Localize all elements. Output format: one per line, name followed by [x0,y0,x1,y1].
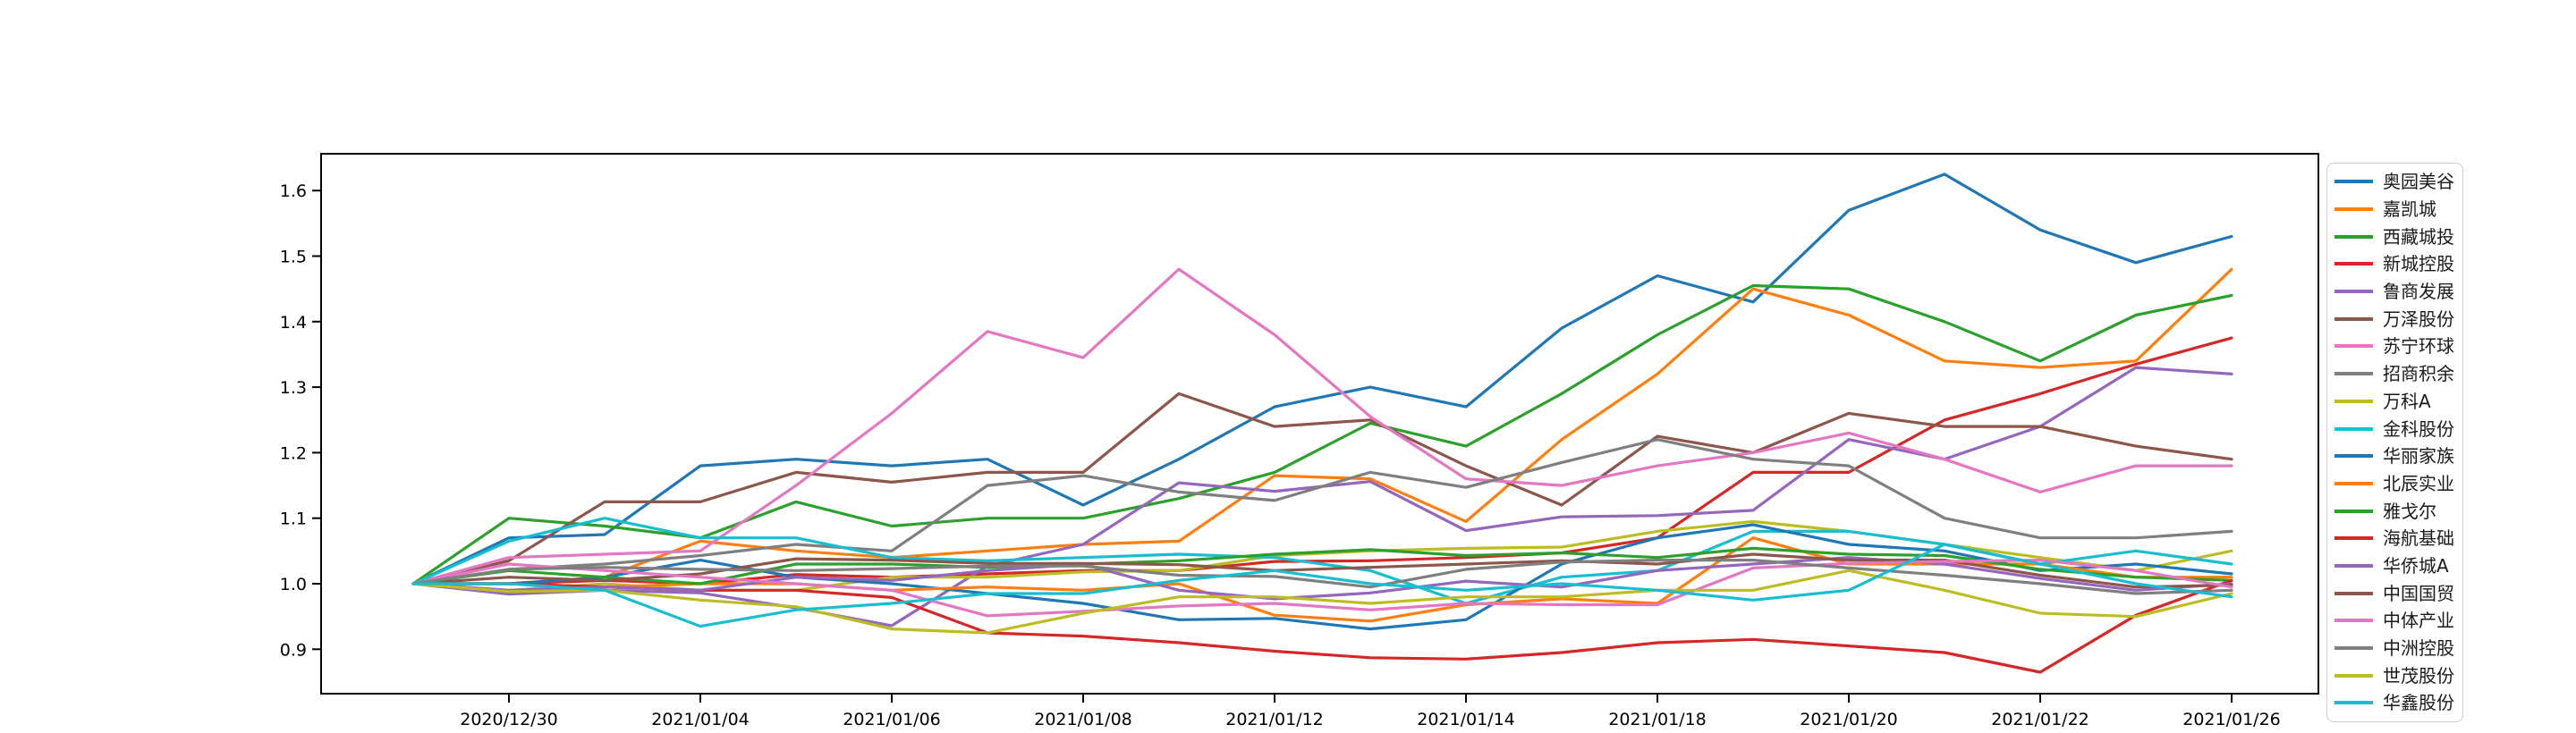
legend-item: 华丽家族 [2334,445,2462,467]
x-tick-label: 2021/01/06 [843,710,941,729]
x-tick-label: 2021/01/08 [1034,710,1132,729]
series-line-华鑫股份 [411,543,2233,628]
y-tick-label: 1.5 [280,248,307,267]
series-line-嘉凯城 [411,267,2233,586]
legend-item: 招商积余 [2334,363,2462,384]
legend-line-swatch [2334,646,2373,651]
legend-item: 金科股份 [2334,418,2462,440]
legend-label: 西藏城投 [2383,225,2454,248]
legend-label: 中体产业 [2383,610,2454,632]
legend-label: 万科A [2383,390,2431,412]
x-tick-label: 2021/01/14 [1417,710,1515,729]
y-tick-label: 1.2 [280,443,307,463]
series-line-中国国贸 [411,552,2233,589]
legend-item: 雅戈尔 [2334,501,2462,522]
legend-item: 苏宁环球 [2334,335,2462,357]
legend: 奥园美谷嘉凯城西藏城投新城控股鲁商发展万泽股份苏宁环球招商积余万科A 金科股份华丽… [2326,163,2463,722]
y-tick-label: 1.0 [280,575,307,594]
legend-line-swatch [2334,563,2373,568]
series-line-万泽股份 [411,392,2233,586]
legend-label: 华丽家族 [2383,445,2454,468]
x-tick-label: 2021/01/04 [651,710,750,729]
legend-line-swatch [2334,344,2373,349]
legend-line-swatch [2334,234,2373,239]
legend-label: 世茂股份 [2383,664,2454,687]
series-line-中洲控股 [411,558,2233,595]
legend-item: 万科A [2334,391,2462,412]
legend-label: 中洲控股 [2383,637,2454,660]
y-tick-label: 1.1 [280,510,307,529]
plot-border [320,153,2319,695]
legend-line-swatch [2334,454,2373,459]
x-tick-label: 2021/01/22 [1991,710,2089,729]
legend-line-swatch [2334,536,2373,541]
legend-item: 北辰实业 [2334,473,2462,494]
series-line-世茂股份 [411,569,2233,635]
legend-line-swatch [2334,426,2373,431]
legend-label: 招商积余 [2383,363,2454,385]
legend-label: 苏宁环球 [2383,335,2454,358]
legend-label: 海航基础 [2383,527,2454,550]
series-line-奥园美谷 [411,173,2233,586]
x-tick-label: 2021/01/12 [1225,710,1324,729]
series-line-西藏城投 [411,283,2233,586]
series-line-中体产业 [411,558,2233,618]
series-line-海航基础 [411,578,2233,674]
legend-item: 中体产业 [2334,610,2462,631]
series-line-金科股份 [411,517,2233,605]
legend-label: 雅戈尔 [2383,500,2436,522]
legend-line-swatch [2334,290,2373,294]
x-tick-label: 2021/01/20 [1800,710,1898,729]
legend-item: 中洲控股 [2334,637,2462,659]
legend-item: 奥园美谷 [2334,171,2462,192]
legend-label: 新城控股 [2383,253,2454,275]
series-line-招商积余 [411,438,2233,586]
legend-line-swatch [2334,509,2373,513]
legend-label: 中国国贸 [2383,582,2454,604]
legend-line-swatch [2334,481,2373,485]
legend-label: 奥园美谷 [2383,171,2454,193]
legend-item: 嘉凯城 [2334,198,2462,220]
legend-item: 世茂股份 [2334,665,2462,687]
y-tick-label: 0.9 [280,640,307,660]
series-line-苏宁环球 [411,267,2233,586]
legend-item: 鲁商发展 [2334,281,2462,302]
y-tick-label: 1.4 [280,313,307,333]
legend-label: 万泽股份 [2383,308,2454,330]
legend-item: 西藏城投 [2334,226,2462,248]
x-tick-label: 2021/01/18 [1608,710,1707,729]
legend-label: 北辰实业 [2383,472,2454,494]
y-tick-label: 1.6 [280,181,307,201]
series-line-雅戈尔 [411,546,2233,586]
legend-item: 新城控股 [2334,253,2462,274]
legend-label: 金科股份 [2383,417,2454,440]
legend-label: 鲁商发展 [2383,281,2454,303]
legend-line-swatch [2334,180,2373,184]
legend-item: 万泽股份 [2334,308,2462,330]
legend-line-swatch [2334,262,2373,266]
legend-line-swatch [2334,701,2373,705]
legend-line-swatch [2334,673,2373,678]
series-line-华丽家族 [411,523,2233,631]
series-line-新城控股 [411,336,2233,586]
legend-item: 华侨城A [2334,555,2462,577]
legend-label: 华鑫股份 [2383,692,2454,714]
y-tick-label: 1.3 [280,378,307,398]
legend-item: 中国国贸 [2334,583,2462,604]
legend-line-swatch [2334,399,2373,403]
legend-line-swatch [2334,372,2373,376]
x-tick-label: 2020/12/30 [460,710,558,729]
series-line-鲁商发展 [411,366,2233,628]
legend-line-swatch [2334,591,2373,595]
legend-label: 华侨城A [2383,554,2449,577]
legend-label: 嘉凯城 [2383,198,2436,221]
legend-item: 海航基础 [2334,527,2462,549]
x-tick-label: 2021/01/26 [2182,710,2281,729]
legend-line-swatch [2334,316,2373,321]
legend-item: 华鑫股份 [2334,692,2462,713]
legend-line-swatch [2334,207,2373,212]
legend-line-swatch [2334,619,2373,623]
